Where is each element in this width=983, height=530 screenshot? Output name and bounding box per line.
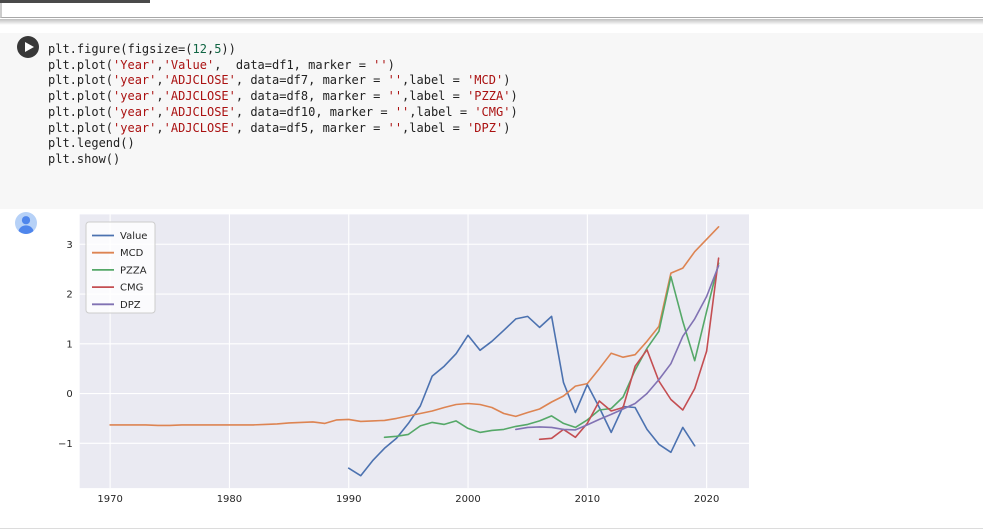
series-line-dpz (514, 264, 720, 431)
toolbar-shadow (0, 19, 983, 25)
y-tick-label: −1 (58, 439, 73, 450)
legend-label-cmg: CMG (120, 283, 143, 294)
matplotlib-line-chart-output: 1970 1980 1990 2000 2010 2020 −1 0 1 2 3 Value MCD PZ… (58, 214, 749, 505)
previous-cell-bottom-band (0, 0, 983, 18)
plot-area (79, 214, 749, 489)
legend-box (85, 221, 156, 314)
x-tick-label: 1970 (97, 494, 122, 505)
run-cell-button[interactable] (17, 36, 39, 58)
x-tick-label: 1980 (217, 494, 242, 505)
user-avatar-person-icon (15, 212, 37, 234)
code-line: plt.legend() (48, 136, 135, 151)
y-tick-label: 2 (66, 290, 72, 301)
series-line-pzza (383, 262, 720, 439)
legend-label-value: Value (120, 231, 147, 242)
x-tick-label: 1990 (336, 494, 361, 505)
code-line: plt.plot('year','ADJCLOSE', data=df10, m… (48, 104, 518, 119)
y-tick-label: 1 (66, 339, 72, 350)
y-tick-label: 0 (66, 389, 72, 400)
x-tick-label: 2020 (694, 494, 719, 505)
cell-divider (0, 528, 983, 529)
code-line: plt.plot('Year','Value', data=df1, marke… (48, 57, 395, 72)
code-line: plt.figure(figsize=(12,5)) (48, 42, 236, 56)
play-icon (25, 41, 34, 52)
code-line: plt.plot('year','ADJCLOSE', data=df5, ma… (48, 120, 511, 135)
series-line-cmg (538, 257, 720, 441)
series-line-mcd (109, 226, 720, 427)
output-area: 1970 1980 1990 2000 2010 2020 −1 0 1 2 3 Value MCD PZ… (0, 209, 983, 529)
code-line: plt.show() (48, 151, 121, 166)
y-tick-label: 3 (66, 240, 72, 251)
code-line: plt.plot('year','ADJCLOSE', data=df7, ma… (48, 73, 511, 88)
code-cell: plt.figure(figsize=(12,5)) plt.plot('Year… (0, 33, 983, 209)
series-line-value (347, 315, 696, 477)
code-editor[interactable]: plt.figure(figsize=(12,5)) plt.plot('Year… (48, 42, 518, 168)
cropped-toolbar-edge (0, 0, 150, 3)
legend-label-dpz: DPZ (120, 300, 141, 311)
legend: Value MCD PZZA CMG DPZ (85, 221, 156, 314)
legend-label-pzza: PZZA (120, 265, 147, 276)
x-tick-label: 2000 (455, 494, 480, 505)
legend-label-mcd: MCD (120, 248, 144, 259)
x-tick-label: 2010 (575, 494, 600, 505)
code-line: plt.plot('year','ADJCLOSE', data=df8, ma… (48, 89, 518, 104)
